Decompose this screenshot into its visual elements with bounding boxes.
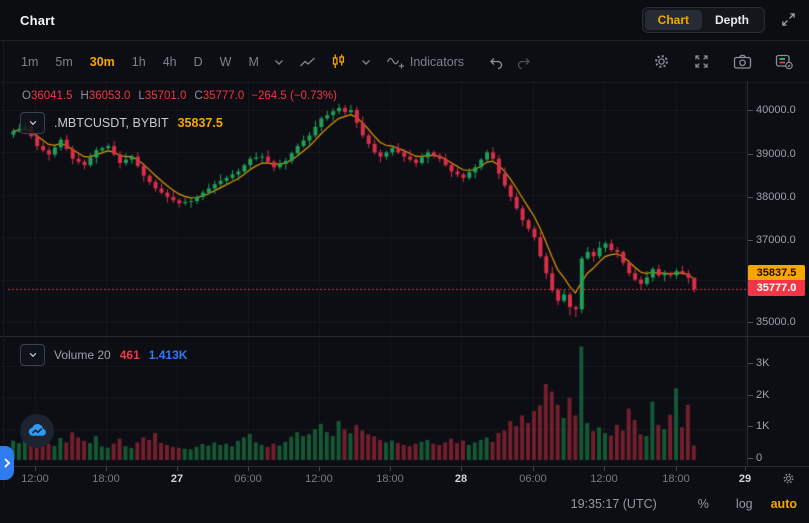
- time-axis-tick: 27: [170, 473, 184, 485]
- tradingview-logo[interactable]: [20, 414, 54, 448]
- price-axis-tick: 1K: [747, 420, 770, 432]
- price-axis-tick: 38000.0: [748, 191, 796, 203]
- axis-settings-gear-icon[interactable]: [782, 472, 795, 485]
- toolbar-right-icons: [653, 41, 794, 82]
- time-axis-tick: 18:00: [376, 473, 404, 485]
- time-axis-tick-mark: [390, 467, 391, 471]
- indicators-button[interactable]: Indicators: [409, 54, 465, 69]
- camera-snapshot-icon[interactable]: [733, 54, 752, 70]
- pane-separator[interactable]: [0, 336, 809, 337]
- chart-depth-switch: Chart Depth: [641, 7, 765, 33]
- time-axis-tick-mark: [177, 467, 178, 471]
- price-volume-chart[interactable]: [0, 82, 747, 466]
- chart-style-chevron-icon[interactable]: [360, 56, 372, 68]
- volume-legend-collapse-button[interactable]: [20, 344, 45, 366]
- settings-gear-icon[interactable]: [653, 53, 670, 70]
- time-axis-tick: 06:00: [234, 473, 262, 485]
- time-axis-tick: 18:00: [662, 473, 690, 485]
- time-axis-tick-mark: [745, 467, 746, 471]
- timeframe-1h[interactable]: 1h: [131, 54, 146, 69]
- volume-ma-value: 1.413K: [148, 348, 188, 362]
- price-axis-tick: 3K: [747, 357, 770, 369]
- chart-toolbar: 1m 5m 30m 1h 4h D W M Indicators: [0, 41, 809, 83]
- symbol-last-price: 35837.5: [177, 116, 223, 130]
- ohlc-readout: O36041.5 H36053.0 L35701.0 C35777.0 −264.5 (…: [22, 90, 337, 102]
- ohlc-close-value: 35777.0: [202, 90, 245, 102]
- price-axis-tick: 0: [747, 452, 763, 464]
- symbol-legend: .MBTCUSDT, BYBIT 35837.5: [20, 112, 223, 134]
- timeframe-4h[interactable]: 4h: [162, 54, 177, 69]
- time-axis[interactable]: 12:00 18:00 27 06:00 12:00 18:00 28 06:00 12:00 1…: [0, 466, 809, 489]
- volume-legend: Volume 20 461 1.413K: [20, 344, 187, 366]
- auto-scale-toggle[interactable]: auto: [770, 497, 797, 511]
- status-bar: 19:35:17 (UTC) % log auto: [0, 490, 809, 518]
- timeframe-5m[interactable]: 5m: [55, 54, 73, 69]
- time-axis-tick: 06:00: [519, 473, 547, 485]
- indicators-icon[interactable]: [386, 54, 405, 70]
- volume-indicator-title[interactable]: Volume 20: [54, 348, 111, 362]
- price-axis-tick: 37000.0: [748, 234, 796, 246]
- time-axis-tick-mark: [248, 467, 249, 471]
- time-axis-tick: 12:00: [21, 473, 49, 485]
- timeframe-30m[interactable]: 30m: [89, 54, 115, 69]
- ohlc-open-value: 36041.5: [30, 90, 73, 102]
- symbol-name[interactable]: .MBTCUSDT, BYBIT: [54, 116, 169, 130]
- time-axis-tick-mark: [676, 467, 677, 471]
- symbol-legend-collapse-button[interactable]: [20, 112, 45, 134]
- tab-depth[interactable]: Depth: [715, 13, 749, 27]
- time-axis-tick-mark: [106, 467, 107, 471]
- time-axis-tick: 28: [454, 473, 468, 485]
- price-axis-tick: 2K: [747, 389, 770, 401]
- redo-icon[interactable]: [516, 55, 532, 69]
- time-axis-tick: 18:00: [92, 473, 120, 485]
- price-axis-tick: 40000.0: [748, 104, 796, 116]
- timeframe-menu-chevron-icon[interactable]: [273, 56, 285, 68]
- ohlc-low-value: 35701.0: [144, 90, 187, 102]
- clock-utc[interactable]: 19:35:17 (UTC): [570, 497, 657, 511]
- last-price-label: 35777.0: [748, 280, 805, 296]
- ohlc-open-label: O: [22, 90, 31, 102]
- time-axis-tick-mark: [533, 467, 534, 471]
- ohlc-high-value: 36053.0: [88, 90, 131, 102]
- timeframe-1m[interactable]: 1m: [21, 54, 39, 69]
- left-edge-divider: [3, 41, 4, 487]
- positions-orders-icon[interactable]: [775, 53, 794, 70]
- time-axis-tick-mark: [319, 467, 320, 471]
- time-axis-tick-mark: [35, 467, 36, 471]
- page-title: Chart: [20, 12, 55, 28]
- header: Chart Chart Depth: [0, 0, 809, 41]
- time-axis-tick: 29: [738, 473, 752, 485]
- volume-current-value: 461: [119, 348, 140, 362]
- undo-icon[interactable]: [488, 55, 504, 69]
- time-axis-tick-mark: [604, 467, 605, 471]
- timeframe-1d[interactable]: D: [193, 54, 203, 69]
- line-chart-style-icon[interactable]: [299, 55, 316, 69]
- percent-scale-toggle[interactable]: %: [697, 497, 709, 511]
- ohlc-low-label: L: [138, 90, 145, 102]
- ohlc-change: −264.5 (−0.73%): [251, 90, 337, 102]
- price-axis[interactable]: 40000.0 39000.0 38000.0 37000.0 35000.0 3K 2K 1…: [747, 82, 809, 466]
- drawing-toolbar-handle[interactable]: [0, 446, 14, 480]
- log-scale-toggle[interactable]: log: [735, 497, 753, 511]
- price-axis-tick: 35000.0: [748, 316, 796, 328]
- time-axis-tick: 12:00: [305, 473, 333, 485]
- time-axis-tick-mark: [461, 467, 462, 471]
- candle-chart-style-icon[interactable]: [330, 53, 346, 70]
- index-price-label: 35837.5: [748, 265, 805, 281]
- fullscreen-icon[interactable]: [693, 53, 710, 70]
- timeframe-1w[interactable]: W: [219, 54, 232, 69]
- time-axis-tick: 12:00: [590, 473, 618, 485]
- ohlc-close-label: C: [194, 90, 203, 102]
- tab-chart[interactable]: Chart: [644, 10, 702, 30]
- expand-window-icon[interactable]: [781, 12, 796, 27]
- ohlc-high-label: H: [80, 90, 89, 102]
- price-axis-tick: 39000.0: [748, 148, 796, 160]
- timeframe-1M[interactable]: M: [248, 54, 259, 69]
